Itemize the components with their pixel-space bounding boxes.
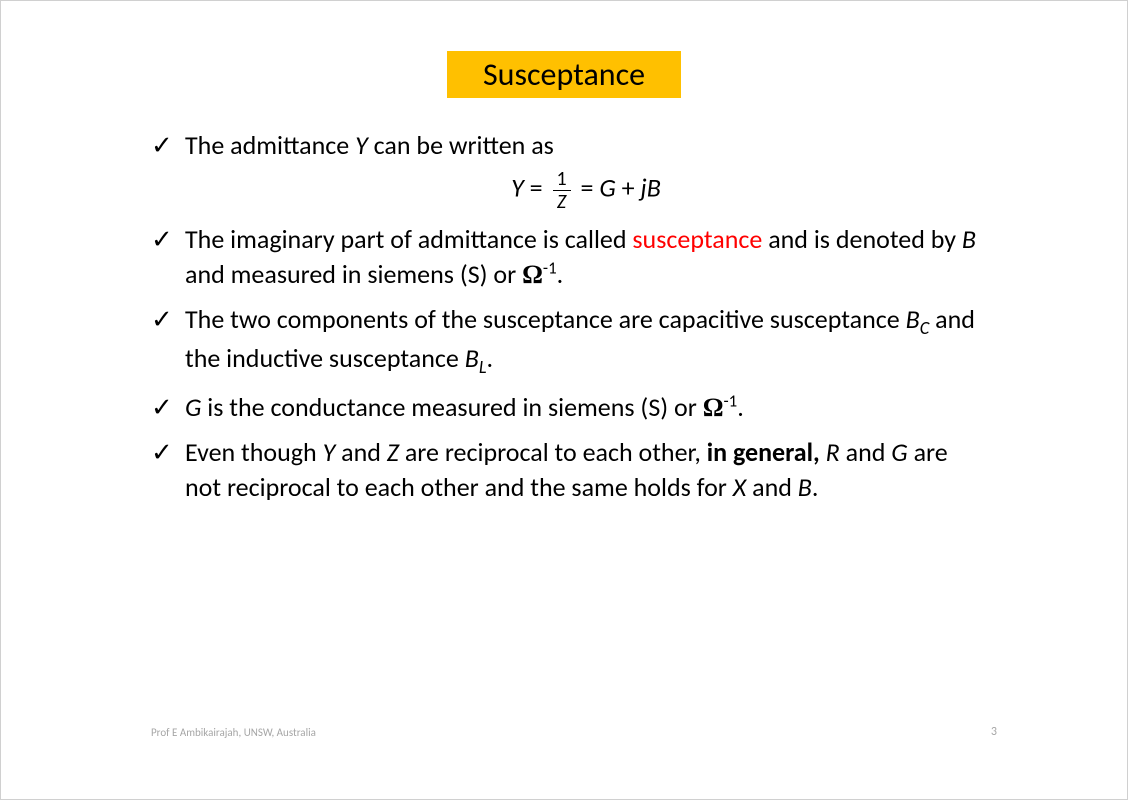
var-Bl: BL [465,342,487,374]
text: is the conductance measured in siemens (… [201,391,702,423]
denominator: Z [553,191,571,212]
bullet-3: The two components of the susceptance ar… [151,302,987,380]
text: and measured in siemens (S) or [185,258,522,290]
var-Bc: BC [906,303,930,335]
emphasis: in general, [707,436,820,468]
bullet-4: G is the conductance measured in siemens… [151,390,987,425]
eq-equals: = [524,172,549,204]
var-X: X [733,471,747,503]
text: can be written as [368,129,554,161]
term-susceptance: susceptance [632,223,762,255]
var-Y: Y [355,129,368,161]
period: . [487,342,494,374]
eq-Y: Y [511,172,524,204]
slide-content: The admittance Y can be written as Y = 1… [1,128,1127,505]
fraction: 1Z [553,169,571,212]
period: . [812,471,819,503]
equation: Y = 1Z = G + jB [185,169,987,212]
var-B: B [962,223,976,255]
slide: Susceptance The admittance Y can be writ… [0,0,1128,800]
text: The admittance [185,129,355,161]
eq-plus: + [616,172,641,204]
var-Y: Y [323,436,336,468]
footer-page-number: 3 [991,725,997,739]
text: Even though [185,436,323,468]
text: and [335,436,387,468]
eq-G: G [599,172,615,204]
footer-author: Prof E Ambikairajah, UNSW, Australia [151,726,316,739]
var-G: G [185,391,201,423]
period: . [737,391,744,423]
bullet-list: The admittance Y can be written as Y = 1… [151,128,987,505]
exponent: -1 [724,390,738,411]
text: and [746,471,798,503]
bullet-1: The admittance Y can be written as Y = 1… [151,128,987,212]
text: are reciprocal to each other, [399,436,707,468]
text: The two components of the susceptance ar… [185,303,906,335]
eq-equals: = [575,172,600,204]
omega: Ω [703,393,724,422]
var-Z: Z [387,436,399,468]
var-R: R [826,436,840,468]
var-B: B [798,471,812,503]
text: and [840,436,892,468]
period: . [557,258,564,290]
var-G: G [891,436,907,468]
eq-jB: jB [641,172,661,204]
slide-title: Susceptance [447,51,681,98]
numerator: 1 [553,169,571,191]
text: The imaginary part of admittance is call… [185,223,632,255]
omega: Ω [522,260,543,289]
bullet-5: Even though Y and Z are reciprocal to ea… [151,435,987,505]
exponent: -1 [543,258,557,279]
bullet-2: The imaginary part of admittance is call… [151,222,987,292]
text: and is denoted by [762,223,962,255]
